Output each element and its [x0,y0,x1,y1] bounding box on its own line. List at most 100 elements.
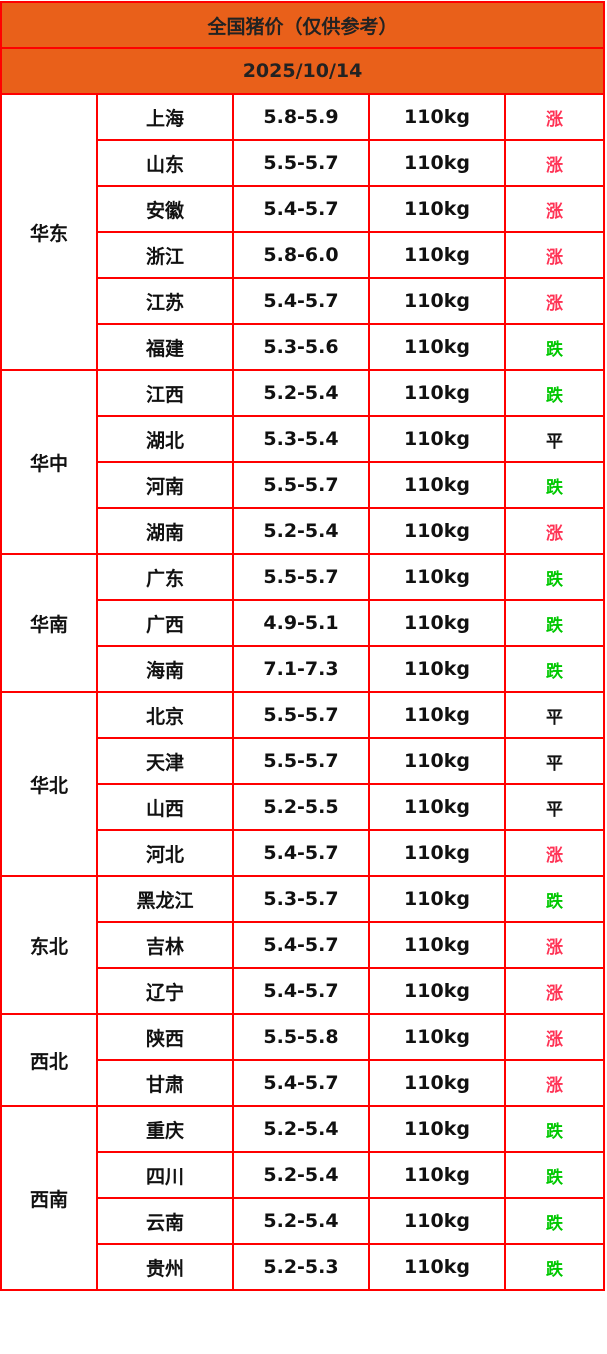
weight-cell: 110kg [368,1151,506,1199]
region-cell: 华东 [0,93,98,371]
weight-cell: 110kg [368,507,506,555]
weight-cell: 110kg [368,1197,506,1245]
trend-cell: 跌 [503,553,606,601]
region-cell: 华北 [0,691,98,877]
province-cell: 广西 [96,599,234,647]
table-row: 华东 上海 5.8-5.9 110kg 涨 [0,93,606,371]
table-row: 贵州 5.2-5.3 110kg 跌 [1,1243,606,1291]
table-row: 湖南 5.2-5.4 110kg 涨 [1,507,606,555]
province-cell: 山东 [96,139,234,187]
table-date: 2025/10/14 [0,47,606,95]
table-row: 甘肃 5.4-5.7 110kg 涨 [1,1059,606,1107]
province-cell: 江西 [96,369,234,417]
trend-cell: 涨 [503,1013,606,1061]
province-cell: 天津 [96,737,234,785]
region-cell: 东北 [0,875,98,1015]
price-cell: 5.5-5.7 [232,553,370,601]
table-title: 全国猪价（仅供参考） [0,1,606,49]
table-row: 华南 广东 5.5-5.7 110kg 跌 [0,553,606,693]
province-cell: 河南 [96,461,234,509]
weight-cell: 110kg [368,599,506,647]
trend-cell: 涨 [503,277,606,325]
trend-cell: 跌 [503,369,606,417]
trend-cell: 涨 [503,921,606,969]
province-cell: 甘肃 [96,1059,234,1107]
province-cell: 海南 [96,645,234,693]
province-cell: 黑龙江 [96,875,234,923]
province-cell: 云南 [96,1197,234,1245]
weight-cell: 110kg [368,737,506,785]
price-cell: 5.5-5.8 [232,1013,370,1061]
table-row: 四川 5.2-5.4 110kg 跌 [1,1151,606,1199]
trend-cell: 平 [503,783,606,831]
price-cell: 5.2-5.4 [232,1151,370,1199]
price-cell: 7.1-7.3 [232,645,370,693]
weight-cell: 110kg [368,93,506,141]
trend-cell: 跌 [503,1243,606,1291]
weight-cell: 110kg [368,369,506,417]
province-cell: 上海 [96,93,234,141]
trend-cell: 平 [503,691,606,739]
trend-cell: 涨 [503,231,606,279]
trend-cell: 跌 [503,323,606,371]
trend-cell: 平 [503,737,606,785]
weight-cell: 110kg [368,691,506,739]
price-cell: 5.3-5.6 [232,323,370,371]
price-cell: 5.8-6.0 [232,231,370,279]
weight-cell: 110kg [368,1105,506,1153]
table-row: 西南 重庆 5.2-5.4 110kg 跌 [0,1105,606,1291]
region-cell: 华南 [0,553,98,693]
province-cell: 吉林 [96,921,234,969]
trend-cell: 跌 [503,1197,606,1245]
table-row: 安徽 5.4-5.7 110kg 涨 [1,185,606,233]
trend-cell: 涨 [503,507,606,555]
price-cell: 5.5-5.7 [232,691,370,739]
date-row: 2025/10/14 [0,47,606,95]
table-row: 天津 5.5-5.7 110kg 平 [1,737,606,785]
weight-cell: 110kg [368,967,506,1015]
province-cell: 安徽 [96,185,234,233]
province-cell: 辽宁 [96,967,234,1015]
table-row: 浙江 5.8-6.0 110kg 涨 [1,231,606,279]
trend-cell: 跌 [503,1151,606,1199]
price-cell: 5.4-5.7 [232,967,370,1015]
price-cell: 5.4-5.7 [232,277,370,325]
table-row: 河南 5.5-5.7 110kg 跌 [1,461,606,509]
province-cell: 浙江 [96,231,234,279]
region-cell: 华中 [0,369,98,555]
weight-cell: 110kg [368,645,506,693]
trend-cell: 涨 [503,1059,606,1107]
weight-cell: 110kg [368,461,506,509]
trend-cell: 涨 [503,93,606,141]
trend-cell: 平 [503,415,606,463]
price-cell: 5.5-5.7 [232,737,370,785]
table-row: 华中 江西 5.2-5.4 110kg 跌 [0,369,606,555]
region-cell: 西北 [0,1013,98,1107]
price-cell: 5.4-5.7 [232,185,370,233]
price-cell: 5.4-5.7 [232,921,370,969]
table-row: 广西 4.9-5.1 110kg 跌 [1,599,606,647]
province-cell: 湖北 [96,415,234,463]
price-cell: 5.2-5.4 [232,1105,370,1153]
weight-cell: 110kg [368,783,506,831]
table-row: 东北 黑龙江 5.3-5.7 110kg 跌 [0,875,606,1015]
price-cell: 5.2-5.3 [232,1243,370,1291]
weight-cell: 110kg [368,277,506,325]
price-cell: 4.9-5.1 [232,599,370,647]
province-cell: 湖南 [96,507,234,555]
weight-cell: 110kg [368,921,506,969]
weight-cell: 110kg [368,1243,506,1291]
weight-cell: 110kg [368,1013,506,1061]
trend-cell: 涨 [503,829,606,877]
pig-price-table: 全国猪价（仅供参考） 2025/10/14 华东 上海 5.8-5.9 110kg 涨山… [0,1,606,1291]
province-cell: 四川 [96,1151,234,1199]
trend-cell: 跌 [503,875,606,923]
weight-cell: 110kg [368,875,506,923]
table-row: 福建 5.3-5.6 110kg 跌 [1,323,606,371]
title-row: 全国猪价（仅供参考） [0,1,606,49]
province-cell: 重庆 [96,1105,234,1153]
province-cell: 福建 [96,323,234,371]
province-cell: 河北 [96,829,234,877]
province-cell: 江苏 [96,277,234,325]
trend-cell: 跌 [503,599,606,647]
